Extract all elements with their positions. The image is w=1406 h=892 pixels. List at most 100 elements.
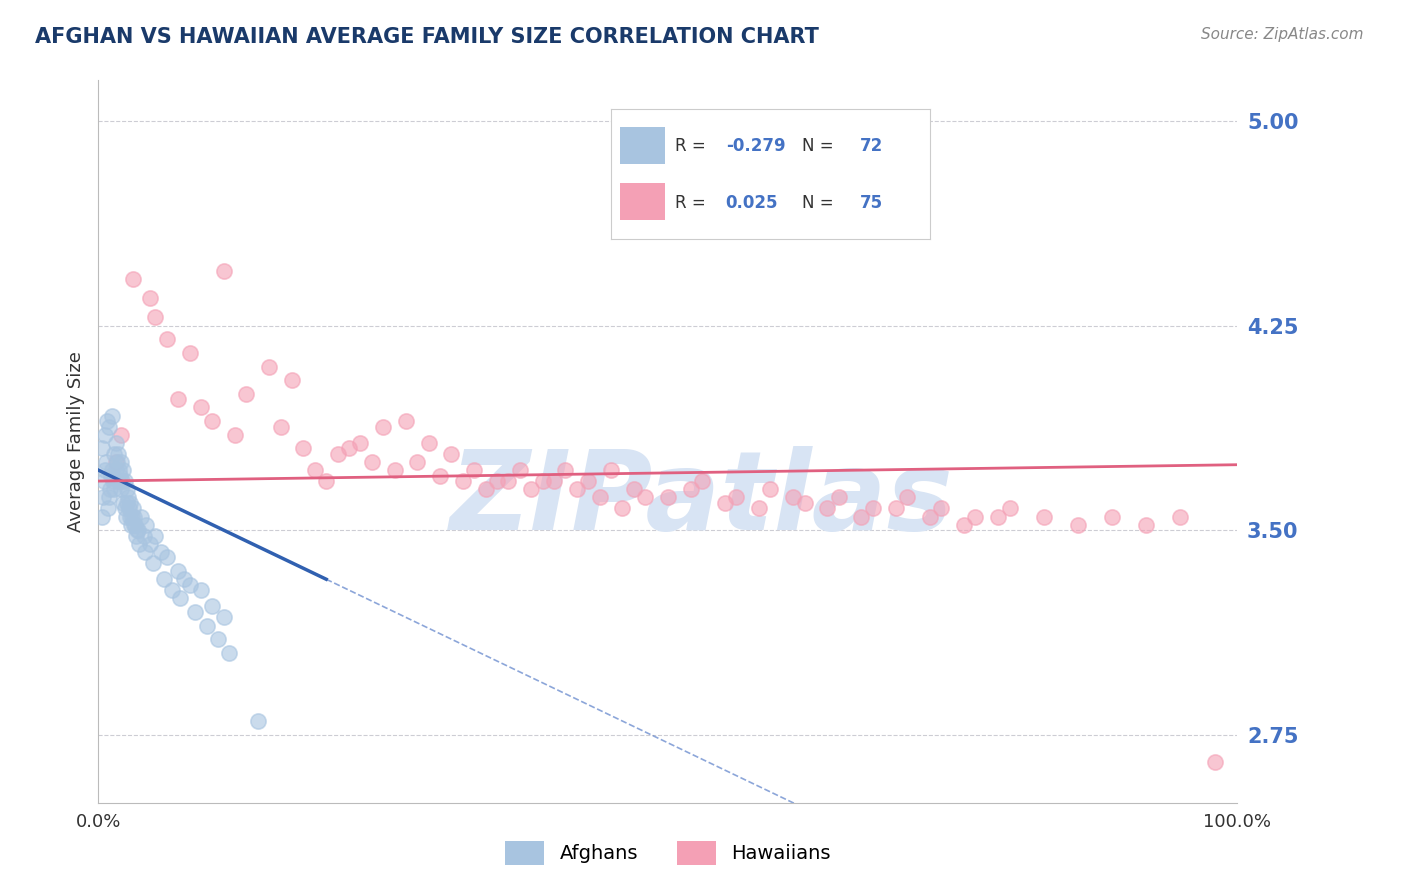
Point — [135, 517, 157, 532]
Point — [531, 474, 554, 488]
Point — [120, 517, 142, 532]
Point — [543, 474, 565, 488]
Point — [190, 401, 212, 415]
Point — [121, 501, 143, 516]
Point — [793, 496, 815, 510]
Point — [326, 447, 349, 461]
Point — [104, 455, 127, 469]
Point — [125, 528, 148, 542]
Point — [145, 310, 167, 325]
Point — [184, 605, 207, 619]
Point — [98, 482, 121, 496]
Point — [896, 491, 918, 505]
Point — [292, 442, 315, 456]
Point — [851, 509, 873, 524]
Point — [111, 474, 134, 488]
Point — [429, 468, 451, 483]
Point — [828, 491, 851, 505]
Point — [114, 509, 136, 524]
Point — [1067, 517, 1090, 532]
Point — [104, 463, 127, 477]
Point — [725, 491, 748, 505]
Point — [96, 501, 118, 516]
Point — [110, 455, 132, 469]
Point — [101, 463, 124, 477]
Point — [108, 468, 131, 483]
Point — [94, 463, 117, 477]
Point — [498, 474, 520, 488]
Point — [103, 482, 125, 496]
Point — [486, 474, 509, 488]
Point — [120, 509, 142, 524]
Point — [315, 474, 337, 488]
Point — [162, 583, 184, 598]
Point — [953, 517, 976, 532]
Point — [195, 618, 218, 632]
Point — [115, 496, 138, 510]
Point — [509, 463, 531, 477]
Point — [122, 509, 145, 524]
Point — [142, 556, 165, 570]
Point — [440, 447, 463, 461]
Point — [998, 501, 1021, 516]
Point — [121, 509, 143, 524]
Point — [1220, 872, 1243, 887]
Point — [103, 474, 125, 488]
Point — [173, 572, 195, 586]
Point — [97, 491, 120, 505]
Point — [107, 474, 129, 488]
Point — [259, 359, 281, 374]
Point — [623, 482, 645, 496]
Point — [125, 523, 148, 537]
Point — [600, 463, 623, 477]
Point — [1032, 509, 1054, 524]
Point — [100, 468, 122, 483]
Point — [588, 491, 610, 505]
Point — [201, 414, 224, 428]
Point — [110, 427, 132, 442]
Point — [679, 482, 702, 496]
Point — [93, 427, 115, 442]
Point — [987, 509, 1010, 524]
Point — [117, 491, 139, 505]
Point — [121, 272, 143, 286]
Point — [224, 427, 246, 442]
Point — [124, 517, 146, 532]
Point — [212, 264, 235, 278]
Point — [1135, 517, 1157, 532]
Point — [128, 537, 150, 551]
Point — [107, 447, 129, 461]
Point — [246, 714, 269, 728]
Point — [235, 387, 257, 401]
Point — [111, 463, 134, 477]
Point — [349, 436, 371, 450]
Point — [281, 373, 304, 387]
Point — [105, 436, 128, 450]
Point — [554, 463, 576, 477]
Point — [418, 436, 440, 450]
Point — [690, 474, 713, 488]
Point — [156, 550, 179, 565]
Point — [634, 491, 657, 505]
Point — [153, 572, 176, 586]
Point — [384, 463, 406, 477]
Point — [167, 564, 190, 578]
Point — [576, 474, 599, 488]
Point — [169, 591, 191, 606]
Point — [98, 419, 121, 434]
Point — [337, 442, 360, 456]
Point — [167, 392, 190, 407]
Point — [118, 496, 141, 510]
Point — [91, 442, 114, 456]
Point — [270, 419, 292, 434]
Point — [117, 482, 139, 496]
Point — [118, 501, 141, 516]
Point — [129, 509, 152, 524]
Point — [520, 482, 543, 496]
Point — [657, 491, 679, 505]
Text: ZIPatlas: ZIPatlas — [450, 446, 953, 553]
Point — [406, 455, 429, 469]
Point — [179, 346, 201, 360]
Point — [96, 455, 118, 469]
Point — [93, 474, 115, 488]
